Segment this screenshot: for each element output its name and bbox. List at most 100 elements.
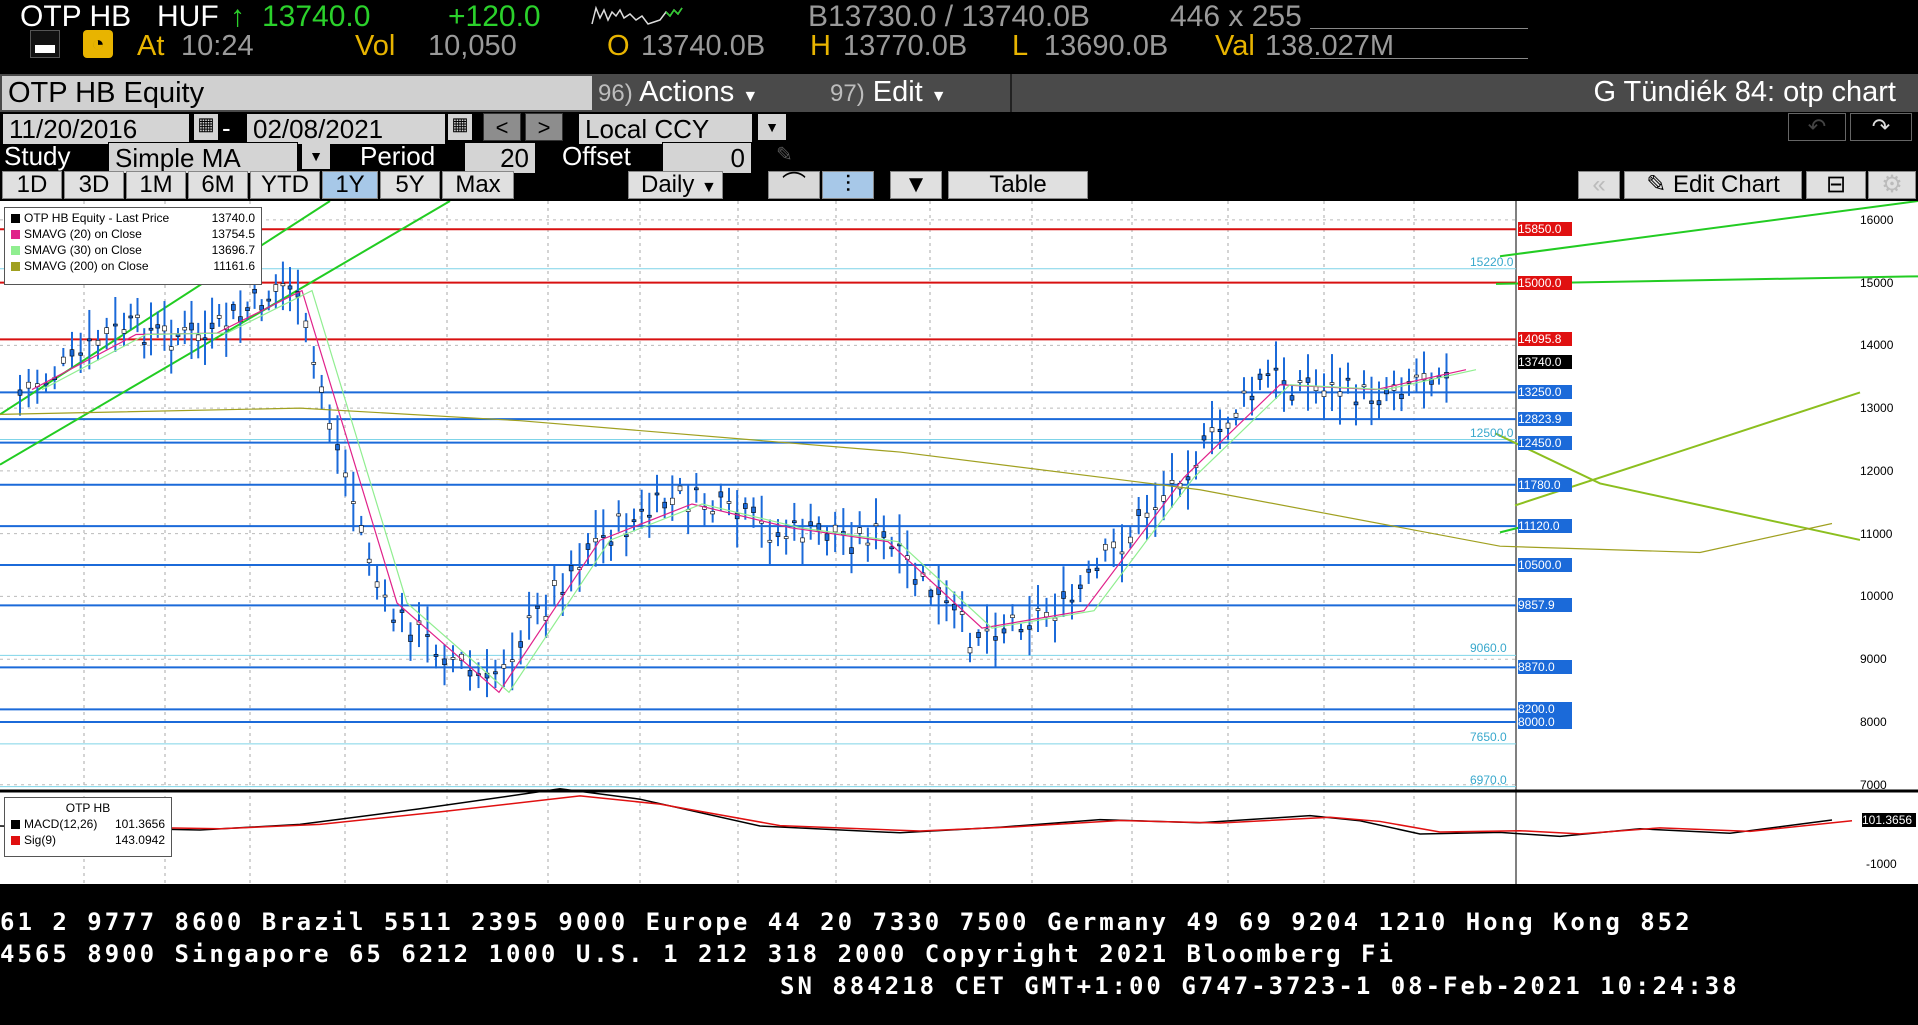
legend-label: SMAVG (20) on Close <box>24 227 142 241</box>
candle-body <box>1111 541 1116 549</box>
chevron-down-icon: ▼ <box>930 88 947 105</box>
cyan-level-label: 12500.0 <box>1470 425 1514 440</box>
candle-body <box>1001 628 1007 634</box>
price-chart[interactable] <box>0 201 1918 884</box>
candle-body <box>374 581 380 588</box>
candle-body <box>1305 377 1311 383</box>
candle-body <box>1376 400 1382 406</box>
candle-body <box>1144 512 1150 518</box>
period-button-5y[interactable]: 5Y <box>380 171 440 199</box>
candle-body <box>162 325 167 332</box>
line-chart-icon[interactable]: ⌒ <box>768 171 820 199</box>
open-label: O <box>607 30 630 62</box>
candle-body <box>1169 480 1175 484</box>
candle-body <box>121 329 127 334</box>
trend-line <box>1494 432 1861 541</box>
candle-body <box>1297 380 1303 383</box>
period-button-max[interactable]: Max <box>442 171 514 199</box>
collapse-icon[interactable]: « <box>1578 171 1620 199</box>
candle-body <box>535 605 540 609</box>
end-date-field[interactable]: 02/08/2021 <box>246 113 446 145</box>
footer-contacts-2: 4565 8900 Singapore 65 6212 1000 U.S. 1 … <box>0 940 1396 968</box>
chart-title: G Tündiék 84: otp chart <box>1593 76 1896 108</box>
redo-icon[interactable]: ↷ <box>1850 113 1912 141</box>
period-field[interactable]: 20 <box>464 142 536 174</box>
offset-field[interactable]: 0 <box>662 142 752 174</box>
period-button-1m[interactable]: 1M <box>126 171 186 199</box>
legend-row: SMAVG (20) on Close 13754.5 <box>11 226 255 242</box>
legend-swatch <box>11 213 20 223</box>
open-price: 13740.0B <box>641 30 766 62</box>
candle-body <box>1233 412 1239 418</box>
calendar-icon[interactable]: ▦ <box>194 114 218 140</box>
last-price-label: 13740.0 <box>1518 354 1572 369</box>
table-button[interactable]: Table <box>948 171 1088 199</box>
prev-period-button[interactable]: < <box>483 113 521 141</box>
undo-icon[interactable]: ↶ <box>1788 113 1846 141</box>
candle-body <box>1044 612 1049 618</box>
candle-body <box>95 340 101 346</box>
chevron-down-icon[interactable]: ▼ <box>758 114 786 140</box>
legend-label: SMAVG (30) on Close <box>24 243 142 257</box>
chart-settings-icon[interactable]: ⊟ <box>1806 171 1866 199</box>
pencil-icon[interactable]: ✎ <box>776 144 793 166</box>
start-date-field[interactable]: 11/20/2016 <box>2 113 190 145</box>
security-field[interactable]: OTP HB Equity <box>2 76 592 110</box>
speedometer-icon[interactable]: ◔ <box>83 30 113 58</box>
candle-body <box>670 497 675 505</box>
candle-body <box>865 542 871 546</box>
candle-body <box>252 288 257 294</box>
calendar-icon[interactable]: ▦ <box>448 114 472 140</box>
gear-icon[interactable]: ⚙ <box>1868 171 1916 199</box>
x-month-label: Apr <box>534 888 553 902</box>
y-tick-label: 11000 <box>1860 526 1893 541</box>
period-button-3d[interactable]: 3D <box>64 171 124 199</box>
candle-body <box>327 423 332 430</box>
legend-label: OTP HB Equity - Last Price <box>24 211 170 225</box>
edit-chart-button[interactable]: ✎ Edit Chart <box>1624 171 1802 199</box>
candle-body <box>1035 608 1041 611</box>
period-button-1y[interactable]: 1Y <box>322 171 378 199</box>
candle-body <box>148 327 154 331</box>
candle-body <box>135 314 140 318</box>
actions-menu[interactable]: 96) Actions ▼ <box>598 74 758 112</box>
legend-swatch <box>11 835 20 845</box>
candle-body <box>1225 422 1231 429</box>
x-month-label: May <box>626 888 649 902</box>
chevron-down-icon[interactable]: ▼ <box>302 143 330 169</box>
candle-body <box>287 285 293 290</box>
candle-body <box>1217 428 1223 433</box>
frequency-select[interactable]: Daily ▼ <box>628 171 723 199</box>
candle-body <box>1052 617 1058 621</box>
trend-line <box>1499 526 1521 534</box>
candle-body <box>1078 584 1083 589</box>
header-divider <box>1310 28 1528 29</box>
candle-body <box>1337 391 1343 397</box>
study-select[interactable]: Simple MA <box>108 142 298 174</box>
candle-body <box>647 514 652 518</box>
period-button-ytd[interactable]: YTD <box>250 171 320 199</box>
edit-menu[interactable]: 97) Edit ▼ <box>830 74 947 112</box>
macd-legend[interactable]: OTP HB MACD(12,26) 101.3656 Sig(9) 143.094… <box>4 797 172 857</box>
period-button-1d[interactable]: 1D <box>2 171 62 199</box>
candle-body <box>662 501 667 509</box>
trade-time: 10:24 <box>181 30 254 62</box>
candle-body <box>518 641 523 648</box>
macd-legend-title: OTP HB <box>65 801 111 815</box>
bid-ask-size: 446 x 255 <box>1170 0 1302 33</box>
y-tick-label: 9000 <box>1860 652 1887 667</box>
price-legend[interactable]: OTP HB Equity - Last Price 13740.0 SMAVG … <box>4 207 262 285</box>
trend-line <box>1514 391 1861 507</box>
bar-chart-icon[interactable]: ⫶ <box>822 171 874 199</box>
signal-line <box>19 795 1853 835</box>
candle-body <box>104 327 109 334</box>
next-period-button[interactable]: > <box>525 113 563 141</box>
candle-body <box>751 506 756 513</box>
chevron-down-icon[interactable]: ▼ <box>890 171 942 199</box>
candle-body <box>450 657 456 660</box>
cyan-level-label: 9060.0 <box>1470 641 1507 656</box>
period-button-6m[interactable]: 6M <box>188 171 248 199</box>
candle-body <box>1329 382 1335 385</box>
candle-body <box>61 356 66 364</box>
x-month-label: Mar <box>433 888 454 902</box>
